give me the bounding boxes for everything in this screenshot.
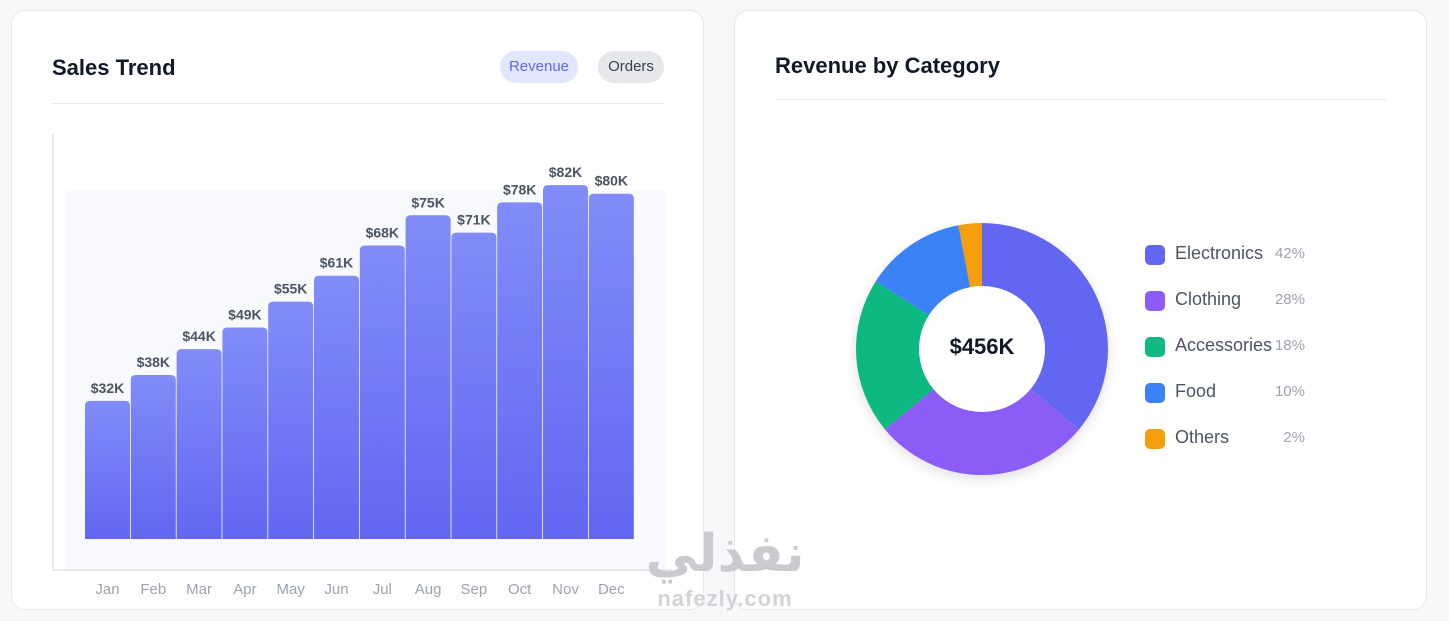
x-tick-label: Dec — [598, 581, 625, 598]
watermark-url-text: nafezly.com — [657, 586, 793, 611]
sales-trend-divider — [52, 103, 663, 104]
legend-swatch — [1145, 337, 1165, 357]
x-tick-label: Aug — [415, 581, 442, 598]
bar-aug — [405, 215, 451, 540]
bar-value-label: $32K — [91, 380, 124, 396]
bar-mar — [176, 349, 222, 539]
bar-jul — [359, 245, 405, 539]
revenue-by-category-card: Revenue by Category $456K Electronics 42… — [734, 10, 1427, 610]
revenue-by-category-title: Revenue by Category — [775, 53, 1000, 78]
bar-feb — [130, 374, 176, 539]
bar-value-label: $68K — [366, 225, 399, 241]
x-tick-label: Jul — [373, 581, 392, 598]
donut-slice-accessories — [856, 281, 982, 430]
donut-slice-clothing — [884, 349, 1080, 476]
x-tick-label: Feb — [140, 581, 166, 598]
x-tick-label: Oct — [508, 581, 532, 598]
bar-value-label: $71K — [457, 212, 490, 228]
legend-swatch — [1145, 291, 1165, 311]
bar-may — [268, 301, 314, 539]
tab-orders[interactable]: Orders — [598, 51, 664, 83]
bar-value-label: $61K — [320, 255, 353, 271]
bar-value-label: $49K — [228, 307, 261, 323]
bar-value-label: $75K — [411, 194, 444, 210]
bar-apr — [222, 327, 268, 539]
donut-center-total: $456K — [949, 334, 1015, 359]
legend-item-clothing[interactable]: Clothing 28% — [1145, 288, 1315, 334]
bar-value-label: $38K — [137, 354, 170, 370]
legend-label: Others — [1175, 427, 1230, 447]
legend-item-electronics[interactable]: Electronics 42% — [1145, 242, 1315, 288]
legend-percent: 10% — [1274, 383, 1305, 400]
bar-value-label: $82K — [549, 164, 582, 180]
legend-label: Electronics — [1175, 243, 1264, 263]
bar-value-label: $55K — [274, 281, 307, 297]
bar-jun — [314, 275, 359, 539]
watermark-arabic-text: نفذلي — [645, 525, 805, 583]
legend-label: Food — [1175, 381, 1217, 401]
x-tick-label: Jun — [324, 581, 348, 598]
legend-label: Accessories — [1175, 335, 1273, 355]
x-tick-label: Nov — [552, 581, 579, 598]
legend-item-others[interactable]: Others 2% — [1145, 426, 1315, 472]
tab-revenue[interactable]: Revenue — [500, 51, 578, 83]
sales-trend-card: $32K Jan $38K Feb $44K Mar $49K Apr $55K May $61K J… — [11, 10, 704, 610]
nafezly-watermark: نفذلي nafezly.com — [630, 524, 820, 618]
legend-swatch — [1145, 383, 1165, 403]
x-tick-label: May — [277, 581, 306, 598]
donut-slice-electronics — [982, 223, 1108, 430]
bar-value-label: $44K — [182, 328, 215, 344]
bar-jan — [85, 400, 130, 539]
legend-percent: 2% — [1283, 429, 1305, 446]
x-tick-label: Sep — [461, 581, 488, 598]
legend-label: Clothing — [1175, 289, 1242, 309]
legend-item-accessories[interactable]: Accessories 18% — [1145, 334, 1315, 380]
legend-percent: 28% — [1274, 291, 1305, 308]
sales-trend-title: Sales Trend — [52, 55, 176, 80]
category-legend: Electronics 42% Clothing 28% Accessories… — [1145, 242, 1315, 472]
legend-percent: 42% — [1274, 245, 1305, 262]
bar-value-label: $78K — [503, 181, 536, 197]
bar-dec — [588, 193, 634, 539]
bar-value-label: $80K — [595, 173, 628, 189]
sales-trend-chart: $32K Jan $38K Feb $44K Mar $49K Apr $55K May $61K J… — [52, 134, 672, 598]
revenue-by-category-divider — [775, 99, 1386, 100]
bar-nov — [543, 185, 588, 539]
legend-percent: 18% — [1274, 337, 1305, 354]
x-tick-label: Jan — [95, 581, 119, 598]
legend-swatch — [1145, 429, 1165, 449]
revenue-donut-chart — [856, 223, 1108, 476]
legend-item-food[interactable]: Food 10% — [1145, 380, 1315, 426]
x-tick-label: Apr — [233, 581, 256, 598]
donut-hole — [919, 286, 1045, 412]
legend-swatch — [1145, 245, 1165, 265]
bar-oct — [497, 202, 543, 540]
x-tick-label: Mar — [186, 581, 212, 598]
bar-sep — [451, 232, 497, 539]
